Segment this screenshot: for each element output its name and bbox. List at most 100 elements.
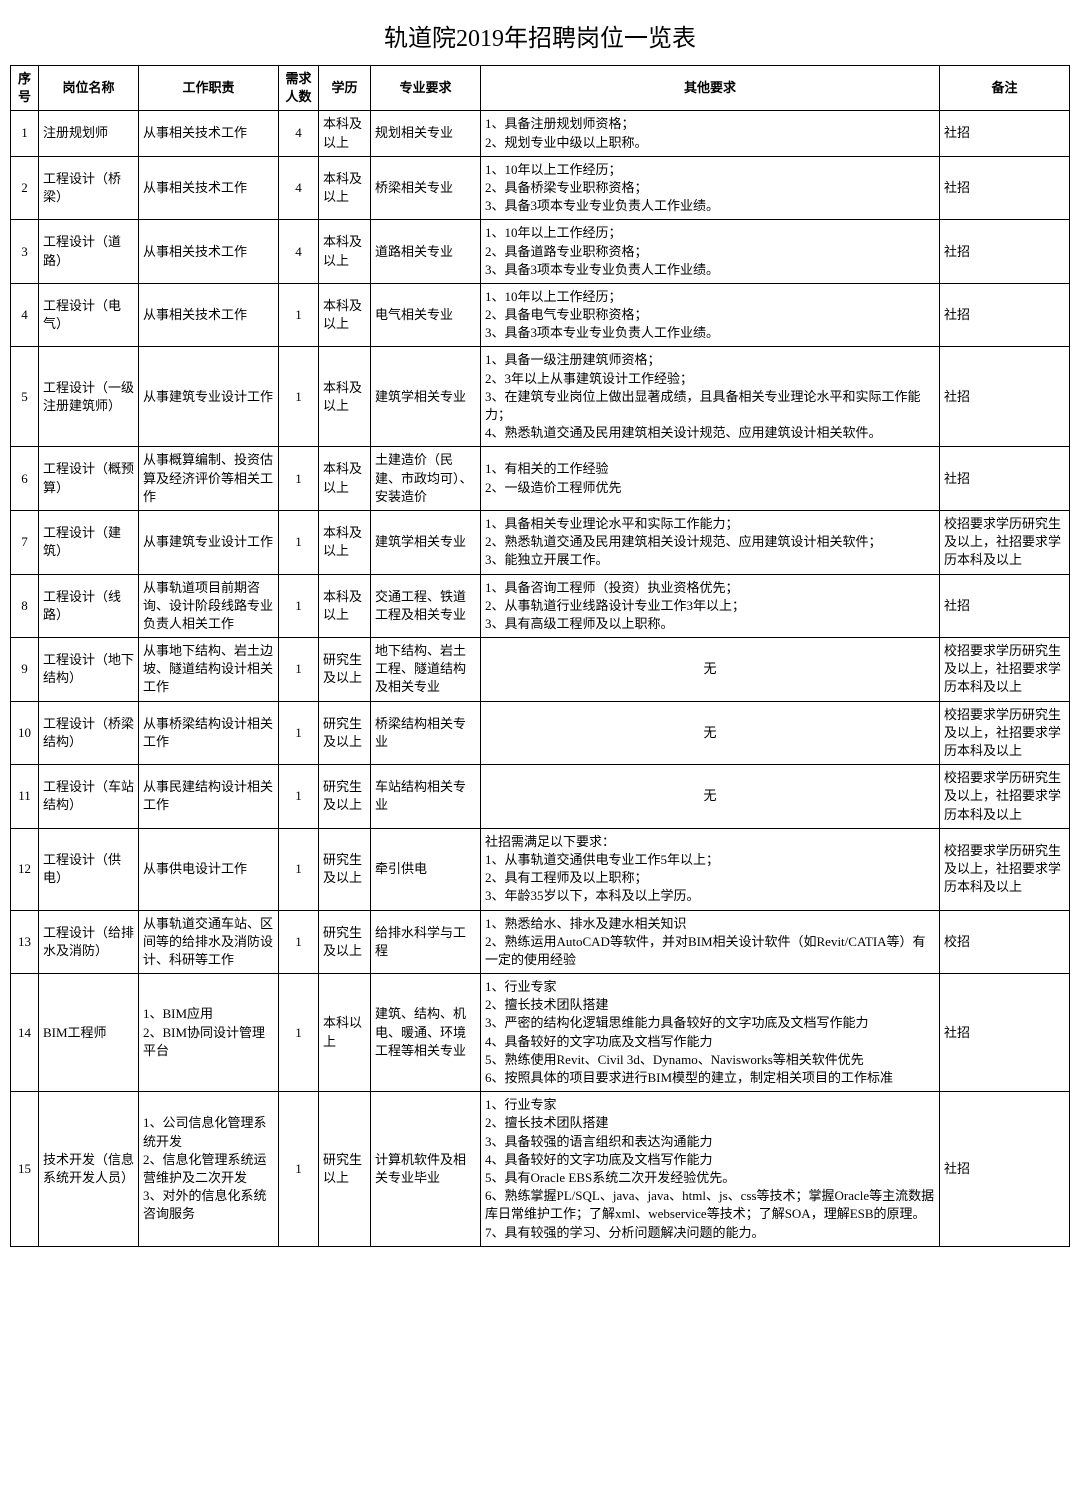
cell-idx: 12: [11, 828, 39, 910]
cell-duty: 从事概算编制、投资估算及经济评价等相关工作: [139, 447, 279, 511]
cell-major: 电气相关专业: [371, 283, 481, 347]
table-row: 1注册规划师从事相关技术工作4本科及以上规划相关专业1、具备注册规划师资格；2、…: [11, 111, 1070, 156]
cell-idx: 1: [11, 111, 39, 156]
cell-major: 土建造价（民建、市政均可）、安装造价: [371, 447, 481, 511]
cell-duty: 从事轨道项目前期咨询、设计阶段线路专业负责人相关工作: [139, 574, 279, 638]
cell-edu: 研究生及以上: [319, 910, 371, 974]
cell-edu: 本科及以上: [319, 111, 371, 156]
cell-note: 校招要求学历研究生及以上，社招要求学历本科及以上: [940, 701, 1070, 765]
cell-duty: 1、公司信息化管理系统开发2、信息化管理系统运营维护及二次开发3、对外的信息化系…: [139, 1092, 279, 1247]
cell-idx: 14: [11, 974, 39, 1092]
table-row: 13工程设计（给排水及消防）从事轨道交通车站、区间等的给排水及消防设计、科研等工…: [11, 910, 1070, 974]
cell-name: 工程设计（电气）: [39, 283, 139, 347]
cell-edu: 本科及以上: [319, 156, 371, 220]
cell-need: 1: [279, 910, 319, 974]
cell-need: 4: [279, 220, 319, 284]
cell-edu: 本科及以上: [319, 510, 371, 574]
cell-note: 校招要求学历研究生及以上，社招要求学历本科及以上: [940, 828, 1070, 910]
cell-idx: 8: [11, 574, 39, 638]
table-row: 4工程设计（电气）从事相关技术工作1本科及以上电气相关专业1、10年以上工作经历…: [11, 283, 1070, 347]
cell-note: 校招: [940, 910, 1070, 974]
cell-other: 1、行业专家2、擅长技术团队搭建3、具备较强的语言组织和表达沟通能力4、具备较好…: [481, 1092, 940, 1247]
cell-name: 工程设计（车站结构）: [39, 765, 139, 829]
cell-major: 交通工程、铁道工程及相关专业: [371, 574, 481, 638]
cell-need: 1: [279, 828, 319, 910]
cell-edu: 研究生及以上: [319, 765, 371, 829]
table-row: 11工程设计（车站结构）从事民建结构设计相关工作1研究生及以上车站结构相关专业无…: [11, 765, 1070, 829]
cell-name: 工程设计（给排水及消防）: [39, 910, 139, 974]
cell-name: BIM工程师: [39, 974, 139, 1092]
cell-idx: 6: [11, 447, 39, 511]
table-row: 12工程设计（供电）从事供电设计工作1研究生及以上牵引供电社招需满足以下要求：1…: [11, 828, 1070, 910]
cell-major: 建筑、结构、机电、暖通、环境工程等相关专业: [371, 974, 481, 1092]
cell-name: 工程设计（概预算）: [39, 447, 139, 511]
table-row: 10工程设计（桥梁结构）从事桥梁结构设计相关工作1研究生及以上桥梁结构相关专业无…: [11, 701, 1070, 765]
cell-name: 工程设计（建筑）: [39, 510, 139, 574]
cell-note: 社招: [940, 111, 1070, 156]
cell-duty: 从事轨道交通车站、区间等的给排水及消防设计、科研等工作: [139, 910, 279, 974]
col-header: 序号: [11, 66, 39, 111]
cell-major: 桥梁相关专业: [371, 156, 481, 220]
cell-duty: 1、BIM应用2、BIM协同设计管理平台: [139, 974, 279, 1092]
cell-edu: 研究生以上: [319, 1092, 371, 1247]
cell-idx: 3: [11, 220, 39, 284]
col-header: 专业要求: [371, 66, 481, 111]
page-title: 轨道院2019年招聘岗位一览表: [10, 18, 1070, 53]
cell-major: 地下结构、岩土工程、隧道结构及相关专业: [371, 638, 481, 702]
cell-note: 社招: [940, 1092, 1070, 1247]
cell-duty: 从事地下结构、岩土边坡、隧道结构设计相关工作: [139, 638, 279, 702]
cell-need: 4: [279, 111, 319, 156]
cell-major: 给排水科学与工程: [371, 910, 481, 974]
cell-name: 工程设计（桥梁结构）: [39, 701, 139, 765]
cell-major: 桥梁结构相关专业: [371, 701, 481, 765]
col-header: 其他要求: [481, 66, 940, 111]
cell-idx: 2: [11, 156, 39, 220]
cell-need: 1: [279, 574, 319, 638]
table-row: 8工程设计（线路）从事轨道项目前期咨询、设计阶段线路专业负责人相关工作1本科及以…: [11, 574, 1070, 638]
cell-duty: 从事桥梁结构设计相关工作: [139, 701, 279, 765]
cell-idx: 9: [11, 638, 39, 702]
cell-other: 1、10年以上工作经历；2、具备桥梁专业职称资格；3、具备3项本专业专业负责人工…: [481, 156, 940, 220]
cell-other: 1、具备注册规划师资格；2、规划专业中级以上职称。: [481, 111, 940, 156]
cell-edu: 研究生及以上: [319, 701, 371, 765]
cell-name: 工程设计（供电）: [39, 828, 139, 910]
cell-major: 计算机软件及相关专业毕业: [371, 1092, 481, 1247]
cell-note: 社招: [940, 574, 1070, 638]
col-header: 学历: [319, 66, 371, 111]
cell-need: 1: [279, 638, 319, 702]
cell-need: 1: [279, 510, 319, 574]
col-header: 岗位名称: [39, 66, 139, 111]
cell-idx: 4: [11, 283, 39, 347]
cell-major: 建筑学相关专业: [371, 510, 481, 574]
table-row: 14BIM工程师1、BIM应用2、BIM协同设计管理平台1本科以上建筑、结构、机…: [11, 974, 1070, 1092]
cell-major: 规划相关专业: [371, 111, 481, 156]
cell-major: 车站结构相关专业: [371, 765, 481, 829]
cell-idx: 15: [11, 1092, 39, 1247]
cell-note: 社招: [940, 220, 1070, 284]
cell-edu: 本科及以上: [319, 574, 371, 638]
cell-note: 社招: [940, 974, 1070, 1092]
cell-name: 工程设计（线路）: [39, 574, 139, 638]
cell-edu: 本科及以上: [319, 347, 371, 447]
cell-note: 校招要求学历研究生及以上，社招要求学历本科及以上: [940, 510, 1070, 574]
cell-major: 建筑学相关专业: [371, 347, 481, 447]
job-table: 序号岗位名称工作职责需求人数学历专业要求其他要求备注 1注册规划师从事相关技术工…: [10, 65, 1070, 1247]
cell-duty: 从事相关技术工作: [139, 156, 279, 220]
cell-idx: 10: [11, 701, 39, 765]
cell-other: 无: [481, 701, 940, 765]
cell-other: 无: [481, 638, 940, 702]
cell-note: 社招: [940, 347, 1070, 447]
table-row: 2工程设计（桥梁）从事相关技术工作4本科及以上桥梁相关专业1、10年以上工作经历…: [11, 156, 1070, 220]
cell-edu: 研究生及以上: [319, 828, 371, 910]
cell-other: 1、10年以上工作经历；2、具备电气专业职称资格；3、具备3项本专业专业负责人工…: [481, 283, 940, 347]
cell-need: 4: [279, 156, 319, 220]
cell-need: 1: [279, 283, 319, 347]
cell-name: 技术开发（信息系统开发人员）: [39, 1092, 139, 1247]
cell-name: 工程设计（桥梁）: [39, 156, 139, 220]
cell-need: 1: [279, 765, 319, 829]
cell-note: 校招要求学历研究生及以上，社招要求学历本科及以上: [940, 765, 1070, 829]
col-header: 需求人数: [279, 66, 319, 111]
cell-need: 1: [279, 701, 319, 765]
cell-name: 工程设计（道路）: [39, 220, 139, 284]
cell-need: 1: [279, 447, 319, 511]
